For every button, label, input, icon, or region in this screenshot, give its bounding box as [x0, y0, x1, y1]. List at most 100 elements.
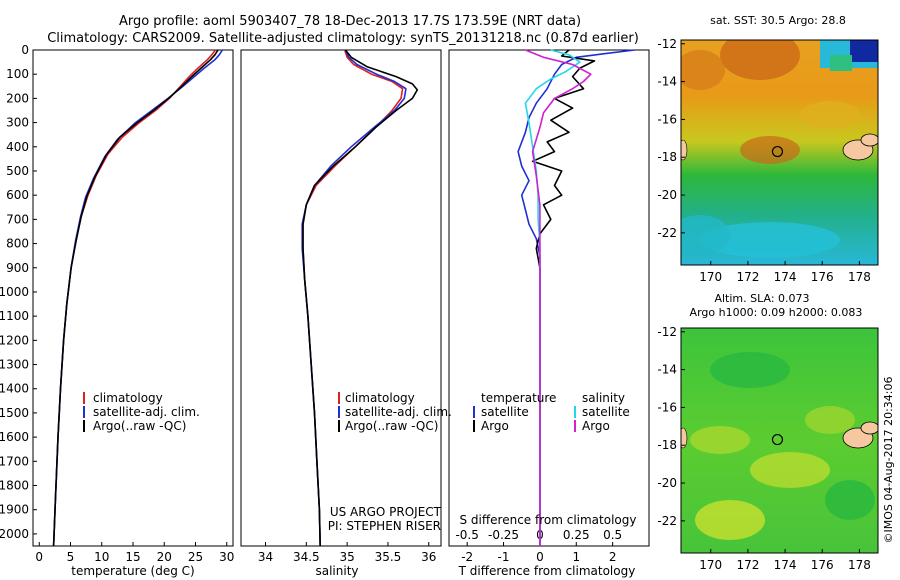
depth-tick-label: 1900	[0, 503, 29, 517]
sla-map-argo-location-marker	[771, 433, 784, 446]
depth-tick-label: 100	[6, 67, 29, 81]
sla-high-patch	[750, 452, 830, 488]
sst-map-lon-tick-label: 172	[736, 270, 759, 284]
legend-satellite-label: satellite-adj. clim.	[345, 405, 452, 419]
difference-s-xlabel: S difference from climatology	[460, 513, 637, 527]
temperature-tick-label: 30	[219, 550, 234, 564]
legend-temperature-header: temperature	[481, 391, 556, 405]
sst-warm-patch	[720, 40, 800, 80]
difference-legend: temperature salinity satellite Argo sate…	[473, 391, 630, 433]
sst-map-lat-tick-label: -18	[657, 150, 677, 164]
temperature-lines	[52, 49, 224, 547]
sla-low-patch	[710, 352, 790, 388]
depth-tick-label: 1800	[0, 479, 29, 493]
figure-title-line1: Argo profile: aoml 5903407_78 18-Dec-201…	[119, 14, 581, 29]
sst-map-lat-tick-label: -16	[657, 112, 677, 126]
difference-tick-label: -1	[498, 550, 510, 564]
island-vanuatu	[681, 427, 688, 449]
sla-map-lon-tick-label: 178	[848, 558, 871, 572]
temperature-tick-label: 0	[35, 550, 43, 564]
sst-map-lon-tick-label: 170	[699, 270, 722, 284]
depth-tick-label: 1200	[0, 333, 29, 347]
difference-s-tick-label: -0.5	[455, 528, 478, 542]
sla-low-patch	[825, 480, 875, 520]
difference-x-axis: -2 -1 0 1 2	[461, 542, 616, 564]
sla-map-title-line1: Altim. SLA: 0.073	[714, 292, 809, 305]
sla-high-patch	[805, 406, 855, 434]
depth-tick-label: 800	[6, 237, 29, 251]
temperature-tick-label: 5	[67, 550, 75, 564]
imos-watermark: ©IMOS 04-Aug-2017 20:34:06	[882, 377, 895, 544]
sst-map-title: sat. SST: 30.5 Argo: 28.8	[710, 14, 846, 27]
depth-tick-label: 1100	[0, 309, 29, 323]
difference-s-tick-label: 0.5	[603, 528, 622, 542]
depth-tick-label: 1400	[0, 382, 29, 396]
temperature-tick-label: 10	[94, 550, 109, 564]
legend-climatology-label: climatology	[345, 391, 415, 405]
salinity-line-argo	[302, 49, 419, 547]
salinity-tick-label: 36	[421, 550, 436, 564]
depth-tick-label: 1000	[0, 285, 29, 299]
temperature-x-axis: 0 5 10 15 20 25 30	[35, 542, 234, 564]
sst-map-lat-tick-label: -20	[657, 188, 677, 202]
sla-map-lat-tick-label: -12	[657, 325, 677, 339]
difference-tick-label: 1	[572, 550, 580, 564]
depth-tick-label: 300	[6, 116, 29, 130]
salinity-panel-frame	[240, 49, 442, 547]
depth-tick-label: 1500	[0, 406, 29, 420]
temperature-line-argo	[52, 49, 219, 547]
depth-tick-label: 900	[6, 261, 29, 275]
sla-map-lon-tick-label: 174	[774, 558, 797, 572]
difference-s-axis: -0.5 -0.25 0 0.25 0.5	[455, 528, 622, 542]
sst-cool-patch	[681, 215, 730, 255]
depth-tick-label: 1700	[0, 454, 29, 468]
sla-map-frame	[680, 327, 879, 554]
legend-argo-label: Argo(..raw -QC)	[345, 419, 438, 433]
sst-map	[681, 40, 878, 265]
salinity-x-axis: 34 34.5 35 35.5 36	[258, 542, 436, 564]
difference-tick-label: -2	[461, 550, 473, 564]
salinity-tick-label: 35	[339, 550, 354, 564]
difference-xlabel: T difference from climatology	[458, 564, 636, 578]
sst-cool-patch	[700, 222, 840, 258]
sst-map-lat-tick-label: -14	[657, 75, 677, 89]
sla-map-lon-tick-label: 172	[736, 558, 759, 572]
depth-tick-label: 2000	[0, 527, 29, 541]
depth-axis: 0 100 200 300 400 500 600 700 800 900 1000 1100 1200…	[0, 43, 37, 541]
sst-map-lon-tick-label: 178	[848, 270, 871, 284]
credit-project: US ARGO PROJECT	[330, 505, 442, 519]
sst-map-lon-tick-label: 176	[811, 270, 834, 284]
sst-map-axes: 170 172 174 176 178 -12 -14 -16 -18 -20 -22	[657, 37, 870, 284]
sst-warm-patch	[740, 136, 800, 164]
temperature-xlabel: temperature (deg C)	[71, 564, 194, 578]
difference-lines	[517, 49, 635, 546]
island-fiji	[860, 421, 878, 435]
sst-map-lat-tick-label: -22	[657, 226, 677, 240]
sla-map-lat-tick-label: -14	[657, 363, 677, 377]
depth-tick-label: 200	[6, 91, 29, 105]
sla-map	[681, 328, 878, 553]
difference-panel-frame	[448, 49, 650, 547]
difference-s-tick-label: -0.25	[488, 528, 519, 542]
salinity-legend: climatology satellite-adj. clim. Argo(..…	[338, 391, 452, 433]
temperature-tick-label: 15	[125, 550, 140, 564]
legend-t-satellite-label: satellite	[481, 405, 529, 419]
sst-map-argo-location-marker	[771, 145, 784, 158]
sla-high-patch	[695, 500, 765, 540]
depth-tick-label: 500	[6, 164, 29, 178]
legend-salinity-header: salinity	[582, 391, 625, 405]
temperature-legend: climatology satellite-adj. clim. Argo(..…	[83, 391, 200, 433]
sst-warm-patch	[800, 101, 860, 129]
legend-satellite-label: satellite-adj. clim.	[93, 405, 200, 419]
difference-line-t-argo	[531, 49, 596, 546]
difference-line-s-satellite	[524, 49, 581, 546]
depth-tick-label: 700	[6, 212, 29, 226]
temperature-tick-label: 25	[188, 550, 203, 564]
legend-argo-label: Argo(..raw -QC)	[93, 419, 186, 433]
sla-map-lat-tick-label: -22	[657, 514, 677, 528]
sst-cold-patch	[830, 55, 852, 71]
sst-map-lat-tick-label: -12	[657, 37, 677, 51]
salinity-tick-label: 34.5	[293, 550, 320, 564]
sst-warm-patch	[681, 50, 725, 90]
